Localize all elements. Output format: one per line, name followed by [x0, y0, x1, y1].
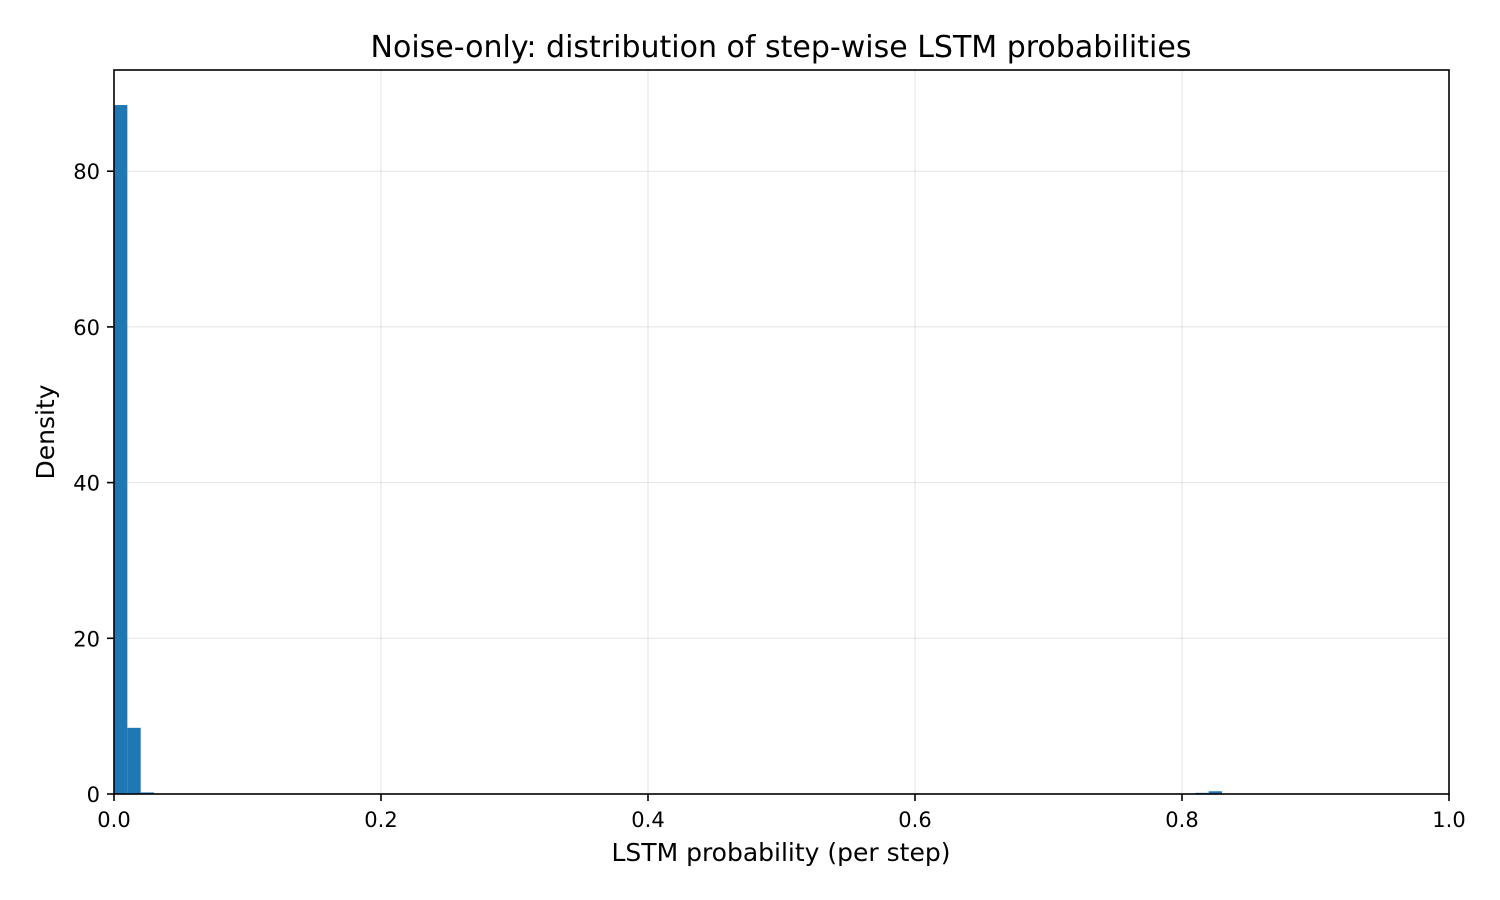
y-tick-label-3: 60: [73, 316, 100, 340]
histogram-bars: [114, 105, 1223, 795]
x-tick-label-1: 0.2: [364, 808, 397, 832]
chart-title: Noise-only: distribution of step-wise LS…: [371, 30, 1192, 65]
plot-frame: [113, 69, 1450, 795]
x-axis-ticks: 0.0 0.2 0.4 0.6 0.8 1.0: [97, 794, 1466, 832]
x-axis-label: LSTM probability (per step): [612, 838, 951, 867]
y-tick-label-1: 20: [73, 627, 100, 651]
histogram-bar-0: [114, 105, 128, 795]
y-axis-ticks: 0 20 40 60 80: [73, 160, 114, 807]
grid-lines: [114, 70, 1449, 794]
y-axis-label: Density: [31, 384, 60, 479]
x-tick-label-5: 1.0: [1432, 808, 1465, 832]
histogram-bar-1: [127, 727, 141, 794]
y-tick-label-2: 40: [73, 472, 100, 496]
histogram-bar-4: [1208, 791, 1223, 794]
x-tick-label-3: 0.6: [898, 808, 931, 832]
x-tick-label-4: 0.8: [1165, 808, 1198, 832]
y-tick-label-0: 0: [87, 783, 100, 807]
y-tick-label-4: 80: [73, 160, 100, 184]
x-tick-label-0: 0.0: [97, 808, 130, 832]
x-tick-label-2: 0.4: [631, 808, 664, 832]
